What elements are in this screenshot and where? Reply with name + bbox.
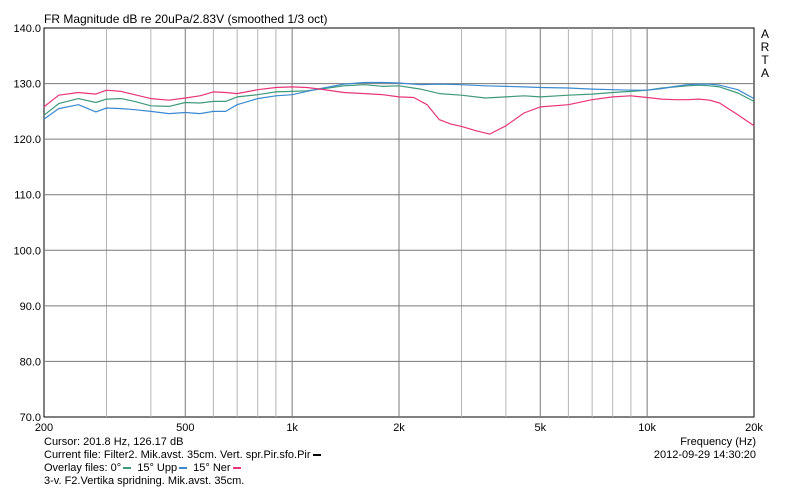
overlay-files-prefix: Overlay files: <box>44 462 108 474</box>
arta-letter-a2: A <box>760 66 769 80</box>
y-tick-label: 90.0 <box>20 301 41 313</box>
chart-title: FR Magnitude dB re 20uPa/2.83V (smoothed… <box>44 12 328 26</box>
y-tick-label: 130.0 <box>13 79 41 91</box>
series-line-2 <box>43 86 755 135</box>
file-description: 3-v. F2.Vertika spridning. Mik.avst. 35c… <box>44 475 245 487</box>
overlay-label-0deg: 0° <box>110 462 122 474</box>
arta-letter-r: R <box>760 40 770 54</box>
x-tick-label: 200 <box>35 422 53 434</box>
cursor-readout: Cursor: 201.8 Hz, 126.17 dB <box>44 436 184 448</box>
y-tick-label: 80.0 <box>20 356 41 368</box>
overlay-swatch-0deg <box>123 467 132 470</box>
overlay-swatch-15-upp <box>179 467 188 470</box>
x-tick-label: 500 <box>176 422 194 434</box>
y-tick-label: 120.0 <box>13 134 41 146</box>
x-tick-label: 2k <box>393 422 405 434</box>
x-axis-label: Frequency (Hz) <box>680 436 756 448</box>
current-file-color-swatch <box>312 454 321 457</box>
x-tick-label: 20k <box>745 422 763 434</box>
arta-letter-a: A <box>760 27 769 41</box>
series-line-1 <box>43 81 755 120</box>
y-tick-label: 110.0 <box>14 190 41 202</box>
arta-side-label: A R T A <box>760 28 770 80</box>
overlay-entry-15-ner: 15° Ner <box>193 462 243 474</box>
overlay-swatch-15-ner <box>232 467 241 470</box>
x-tick-label: 1k <box>286 422 298 434</box>
overlay-entry-15-upp: 15° Upp <box>137 462 190 474</box>
timestamp: 2012-09-29 14:30:20 <box>653 449 756 461</box>
overlay-entry-0deg: 0° <box>111 462 135 474</box>
y-tick-label: 140.0 <box>13 23 41 35</box>
arta-letter-t: T <box>761 53 769 67</box>
overlay-label-15-upp: 15° Upp <box>137 462 178 474</box>
x-tick-label: 10k <box>638 422 656 434</box>
current-file-line: Current file: Filter2. Mik.avst. 35cm. V… <box>44 449 324 462</box>
y-tick-label: 100.0 <box>13 245 41 257</box>
overlay-label-15-ner: 15° Ner <box>193 462 231 474</box>
x-tick-label: 5k <box>534 422 546 434</box>
overlay-files-line: Overlay files: 0° 15° Upp 15° Ner <box>44 462 244 475</box>
current-file-text: Current file: Filter2. Mik.avst. 35cm. V… <box>44 449 311 461</box>
y-tick-label: 70.0 <box>20 412 41 424</box>
